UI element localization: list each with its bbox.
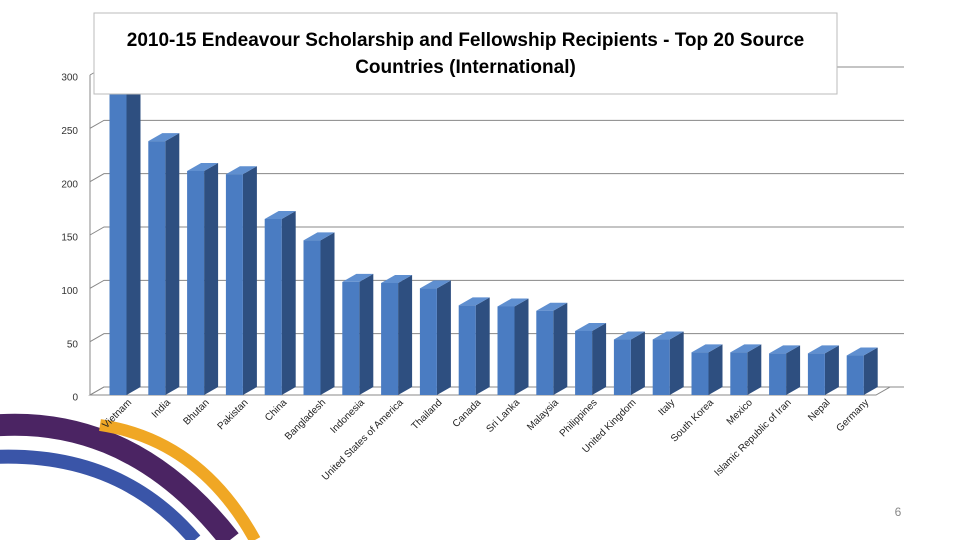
grid-line — [89, 173, 904, 183]
title-box — [93, 12, 838, 95]
bar — [225, 174, 243, 395]
bar-top — [536, 302, 568, 311]
x-tick-label: Islamic Republic of Iran — [712, 397, 793, 478]
bar-side — [630, 331, 645, 395]
bar-side — [475, 297, 490, 395]
bar-top — [613, 331, 645, 340]
bar-side — [281, 211, 296, 395]
bar-top — [730, 344, 762, 353]
bar-side — [398, 275, 413, 395]
bar-side — [359, 273, 374, 395]
bar-top — [187, 163, 219, 171]
bar — [652, 339, 670, 395]
bar-top — [497, 298, 529, 307]
y-tick-label: 150 — [61, 233, 78, 244]
y-tick-label: 300 — [61, 73, 78, 84]
bar — [536, 310, 554, 395]
bar — [148, 141, 166, 395]
x-tick-label: Canada — [451, 397, 484, 430]
bar-side — [320, 232, 335, 395]
x-tick-label: Sri Lanka — [484, 397, 522, 435]
decoration — [0, 413, 261, 545]
bar — [846, 355, 864, 395]
y-tick-label: 50 — [67, 339, 79, 350]
bar-side — [592, 323, 607, 395]
bar — [303, 240, 321, 395]
bar — [691, 352, 709, 395]
grid-line — [89, 226, 904, 236]
bar-side — [514, 298, 529, 395]
bar-side — [553, 302, 568, 395]
bar-top — [652, 331, 684, 340]
bar-top — [807, 345, 839, 354]
bar — [575, 331, 593, 395]
bar-top — [225, 166, 257, 175]
x-tick-label: Bangladesh — [283, 397, 328, 442]
x-tick-label: Indonesia — [328, 397, 367, 436]
x-tick-label: Germany — [834, 397, 871, 434]
bar — [264, 219, 282, 395]
bar-side — [747, 344, 762, 395]
bar-top — [846, 347, 878, 356]
bar-side — [786, 345, 801, 395]
grid-line — [89, 279, 904, 289]
bar — [109, 91, 127, 395]
x-tick-label: India — [150, 397, 173, 420]
bar — [342, 281, 360, 395]
bar — [769, 353, 787, 395]
title-holder: 2010-15 Endeavour Scholarship and Fellow… — [126, 30, 805, 78]
bar-side — [165, 133, 180, 395]
x-tick-label: Pakistan — [216, 397, 251, 432]
bar-top — [342, 273, 374, 282]
bar — [419, 288, 437, 395]
bar-top — [303, 232, 335, 241]
x-tick-label: China — [263, 397, 290, 424]
y-tick-label: 0 — [72, 393, 78, 404]
bar — [613, 339, 631, 395]
bar-side — [436, 280, 451, 395]
y-tick-label: 100 — [61, 286, 78, 297]
bar-side — [126, 83, 141, 395]
bar-side — [863, 347, 878, 395]
x-tick-label: Nepal — [806, 397, 832, 423]
y-tick-label: 250 — [61, 126, 78, 137]
y-tick-label: 200 — [61, 179, 78, 190]
chart-title: 2010-15 Endeavour Scholarship and Fellow… — [126, 30, 805, 78]
bar — [730, 352, 748, 395]
bar-top — [769, 345, 801, 354]
bar — [497, 306, 515, 395]
bar-top — [419, 280, 451, 289]
bar-side — [204, 163, 219, 395]
bar — [187, 171, 205, 395]
grid-line — [89, 119, 904, 129]
bar-top — [148, 133, 180, 142]
x-tick-label: Bhutan — [182, 397, 212, 427]
bar-top — [264, 211, 296, 219]
x-tick-label: Philippines — [558, 397, 600, 439]
bar — [807, 353, 825, 395]
x-tick-label: Italy — [657, 397, 678, 418]
page-number: 6 — [895, 505, 902, 519]
bar-top — [575, 323, 607, 331]
bar — [381, 283, 399, 395]
bar-top — [691, 344, 723, 353]
bar — [458, 305, 476, 395]
bar-side — [242, 166, 257, 395]
x-tick-label: Mexico — [725, 397, 755, 427]
bar-top — [458, 297, 490, 306]
x-tick-label: United States of America — [320, 397, 406, 483]
bar-side — [824, 345, 839, 395]
bar-side — [669, 331, 684, 395]
bar-side — [708, 344, 723, 395]
x-tick-label: Thailand — [410, 397, 445, 432]
x-tick-label: Malaysia — [525, 397, 561, 433]
bar-top — [381, 275, 413, 283]
